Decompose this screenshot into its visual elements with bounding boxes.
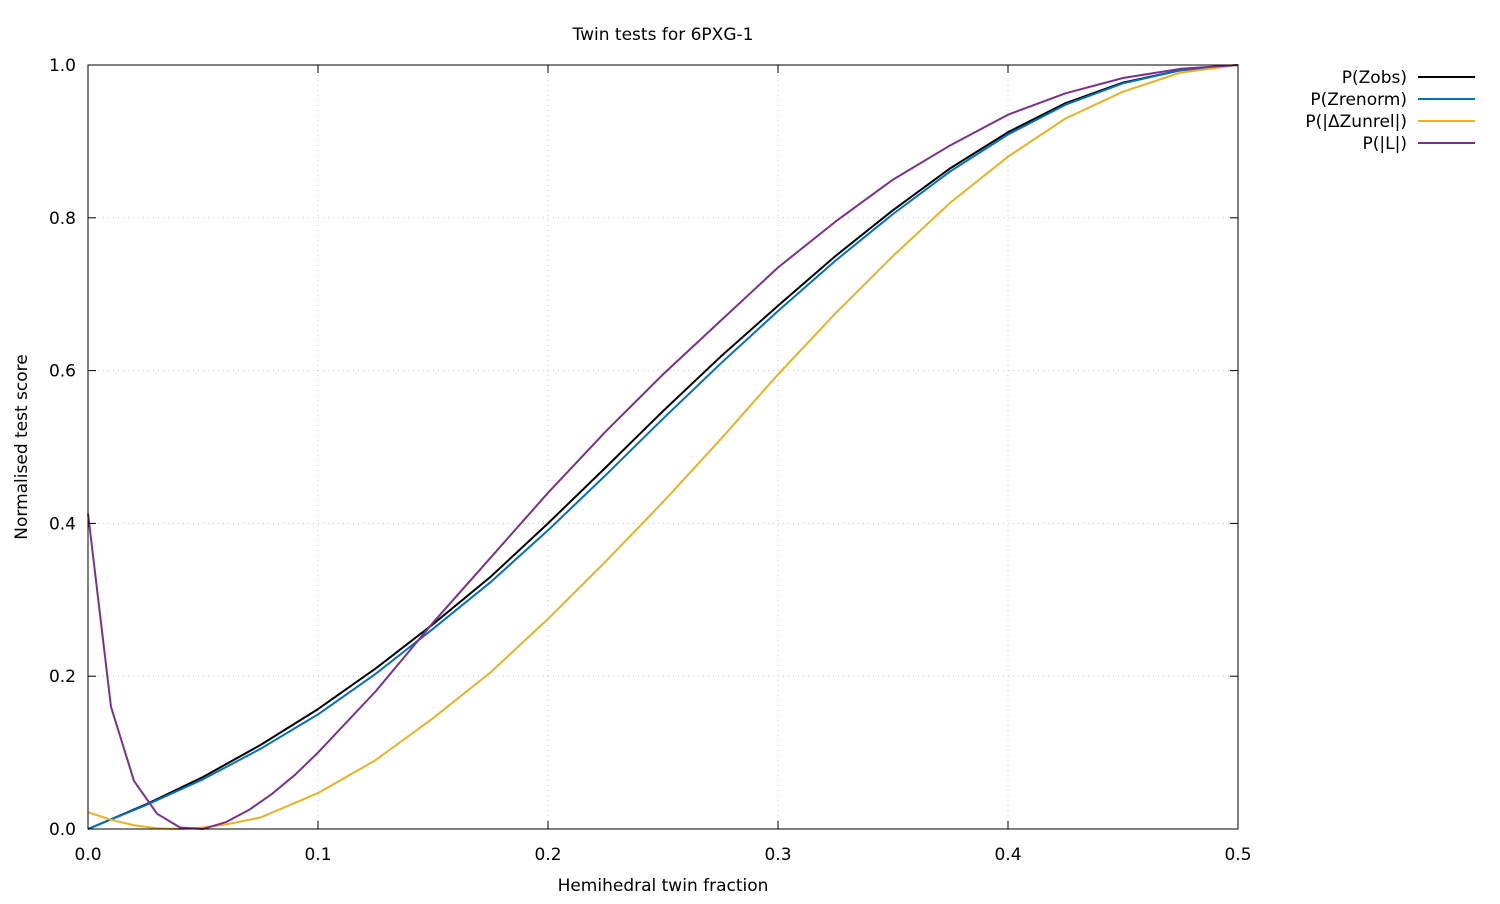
y-tick-label: 0.6 xyxy=(49,362,76,382)
ticks: 0.0 0.1 0.2 0.3 0.4 0.5 0.0 0.2 0.4 0.6 0.8 1.0 xyxy=(49,56,1252,865)
series-group xyxy=(87,64,1239,830)
plot-frame xyxy=(87,64,1239,830)
series-line-0 xyxy=(87,64,1239,830)
y-tick-label: 0.8 xyxy=(49,209,76,229)
legend-label: P(Zobs) xyxy=(1342,68,1407,88)
y-tick-label: 0.4 xyxy=(49,514,76,534)
legend-label: P(|L|) xyxy=(1363,134,1407,154)
x-axis-label: Hemihedral twin fraction xyxy=(558,876,769,896)
x-tick-label: 0.1 xyxy=(304,845,331,865)
series-line-3 xyxy=(87,64,1239,830)
y-tick-label: 0.0 xyxy=(49,820,76,840)
chart-title: Twin tests for 6PXG-1 xyxy=(572,25,754,45)
x-tick-label: 0.0 xyxy=(74,845,101,865)
x-tick-label: 0.3 xyxy=(764,845,791,865)
legend-label: P(|ΔZunrel|) xyxy=(1305,112,1407,132)
x-tick-label: 0.2 xyxy=(534,845,561,865)
legend-label: P(Zrenorm) xyxy=(1310,90,1407,110)
x-tick-label: 0.4 xyxy=(994,845,1021,865)
y-tick-label: 1.0 xyxy=(49,56,76,76)
y-axis-label: Normalised test score xyxy=(12,354,32,539)
y-tick-label: 0.2 xyxy=(49,667,76,687)
legend: P(Zobs)P(Zrenorm)P(|ΔZunrel|)P(|L|) xyxy=(1305,68,1475,154)
grid xyxy=(88,65,1238,829)
series-line-1 xyxy=(87,64,1239,830)
x-tick-label: 0.5 xyxy=(1224,845,1251,865)
series-line-2 xyxy=(87,64,1239,830)
